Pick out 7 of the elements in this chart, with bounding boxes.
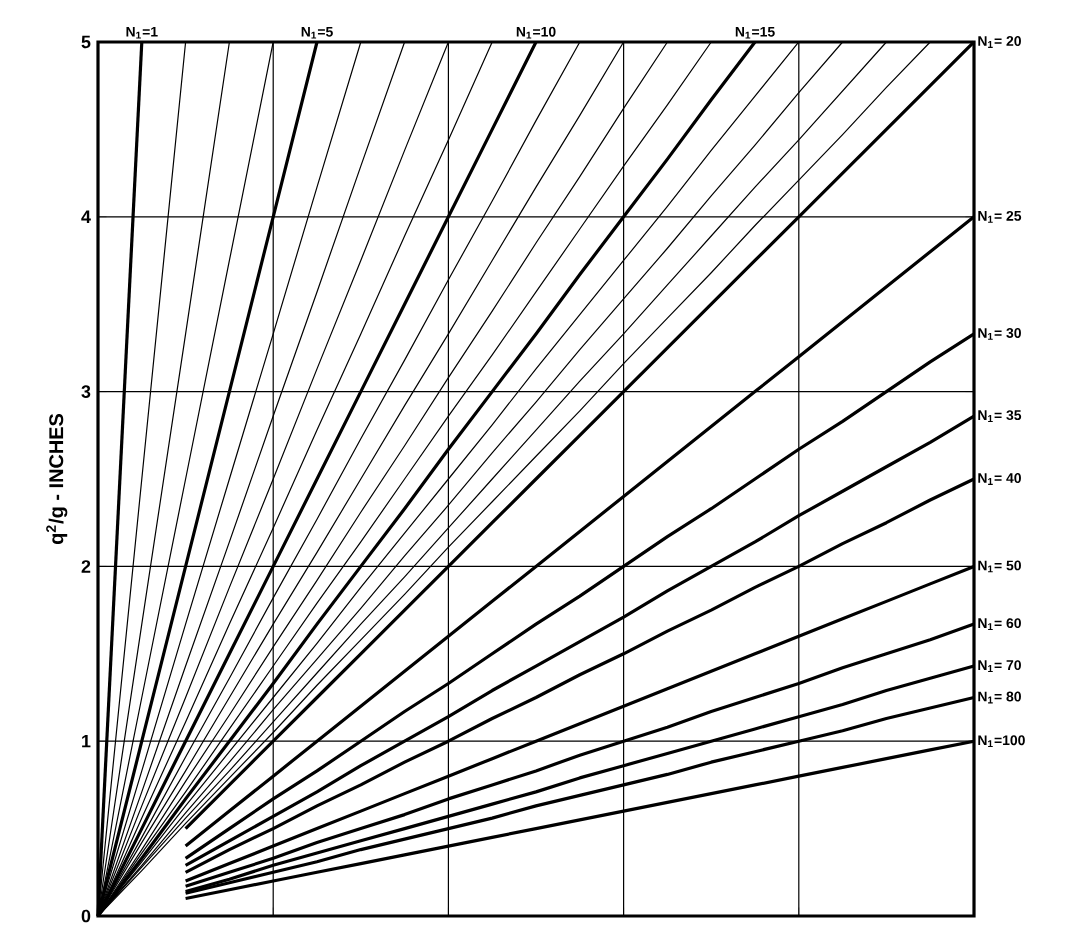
y-tick-label: 1 (82, 735, 91, 748)
y-tick-label: 5 (81, 35, 91, 49)
y-tick-label: 3 (81, 385, 91, 398)
y-tick-label: 2 (81, 560, 91, 573)
y-tick-label: 4 (81, 210, 91, 223)
y-axis-title: q$^{2}$/g - INCHES (46, 413, 68, 544)
y-tick-label: 0 (81, 909, 91, 923)
